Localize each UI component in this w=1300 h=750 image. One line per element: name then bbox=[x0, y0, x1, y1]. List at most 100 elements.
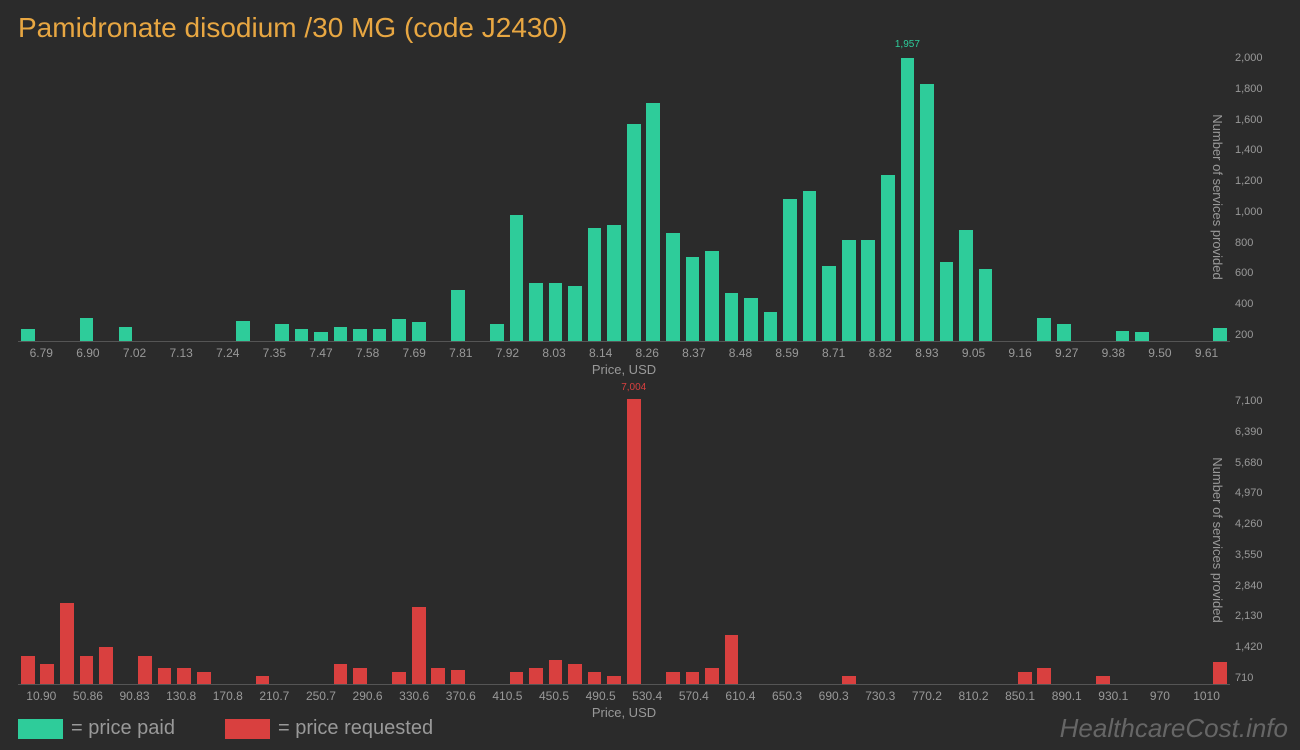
x-tick: 7.24 bbox=[204, 346, 251, 360]
x-tick: 850.1 bbox=[997, 689, 1044, 703]
bar bbox=[1213, 662, 1227, 684]
x-tick: 9.27 bbox=[1043, 346, 1090, 360]
bar-slot bbox=[389, 52, 409, 341]
bar-slot bbox=[448, 395, 468, 684]
bar-slot bbox=[976, 395, 996, 684]
bar bbox=[705, 251, 719, 341]
bar-slot bbox=[663, 395, 683, 684]
x-tick: 7.02 bbox=[111, 346, 158, 360]
bar bbox=[80, 656, 94, 684]
y-tick: 1,800 bbox=[1235, 83, 1280, 95]
x-tick: 8.48 bbox=[717, 346, 764, 360]
bar bbox=[744, 298, 758, 341]
bar-slot bbox=[18, 52, 38, 341]
bar-slot bbox=[135, 52, 155, 341]
bar bbox=[1135, 332, 1149, 341]
bar-slot bbox=[644, 52, 664, 341]
bar-slot bbox=[428, 395, 448, 684]
bar-slot bbox=[507, 395, 527, 684]
bar bbox=[959, 230, 973, 341]
bar-slot bbox=[1191, 395, 1211, 684]
x-tick: 8.03 bbox=[531, 346, 578, 360]
bar-slot bbox=[370, 395, 390, 684]
peak-label: 1,957 bbox=[895, 39, 920, 50]
x-tick: 8.71 bbox=[810, 346, 857, 360]
bar bbox=[99, 647, 113, 684]
bar-slot bbox=[311, 52, 331, 341]
bar-slot bbox=[38, 395, 58, 684]
peak-label: 7,004 bbox=[621, 382, 646, 393]
bar-slot bbox=[565, 52, 585, 341]
bar-slot bbox=[526, 395, 546, 684]
bar bbox=[666, 672, 680, 684]
x-tick: 610.4 bbox=[717, 689, 764, 703]
bar-slot bbox=[1093, 52, 1113, 341]
x-tick: 8.93 bbox=[904, 346, 951, 360]
bar bbox=[353, 668, 367, 684]
bar-slot bbox=[468, 395, 488, 684]
bar bbox=[256, 676, 270, 684]
bar-slot bbox=[819, 52, 839, 341]
bar bbox=[21, 656, 35, 684]
x-tick: 9.38 bbox=[1090, 346, 1137, 360]
bar bbox=[21, 329, 35, 341]
bar-slot bbox=[350, 395, 370, 684]
bar-slot bbox=[409, 395, 429, 684]
bar-slot bbox=[644, 395, 664, 684]
bar bbox=[138, 656, 152, 684]
bar-slot bbox=[859, 52, 879, 341]
bar-slot: 1,957 bbox=[898, 52, 918, 341]
x-tick: 1010 bbox=[1183, 689, 1230, 703]
x-tick: 9.05 bbox=[950, 346, 997, 360]
bar bbox=[40, 664, 54, 684]
x-tick: 7.35 bbox=[251, 346, 298, 360]
bar-slot bbox=[761, 52, 781, 341]
y-tick: 4,260 bbox=[1235, 518, 1280, 530]
bar bbox=[431, 668, 445, 684]
bar-slot bbox=[839, 395, 859, 684]
bar-slot bbox=[604, 52, 624, 341]
bar-slot bbox=[116, 395, 136, 684]
y-tick: 600 bbox=[1235, 267, 1280, 279]
bar-slot bbox=[1054, 395, 1074, 684]
bar-slot bbox=[1034, 52, 1054, 341]
legend-swatch-requested bbox=[225, 719, 270, 739]
x-tick: 970 bbox=[1137, 689, 1184, 703]
price-paid-x-label: Price, USD bbox=[18, 362, 1230, 377]
legend-swatch-paid bbox=[18, 719, 63, 739]
bar-slot bbox=[898, 395, 918, 684]
y-tick: 1,600 bbox=[1235, 114, 1280, 126]
bar bbox=[60, 603, 74, 684]
bar-slot bbox=[389, 395, 409, 684]
legend-item-paid: = price paid bbox=[18, 717, 175, 740]
bar bbox=[334, 327, 348, 341]
bar-slot bbox=[272, 395, 292, 684]
bar bbox=[177, 668, 191, 684]
bar-slot bbox=[194, 395, 214, 684]
bar-slot bbox=[350, 52, 370, 341]
bar-slot bbox=[1093, 395, 1113, 684]
y-tick: 2,840 bbox=[1235, 580, 1280, 592]
bar bbox=[392, 672, 406, 684]
bar bbox=[568, 664, 582, 684]
bar-slot bbox=[57, 52, 77, 341]
bar bbox=[549, 660, 563, 684]
legend-label-requested: = price requested bbox=[278, 717, 433, 740]
x-tick: 650.3 bbox=[764, 689, 811, 703]
bar-slot bbox=[526, 52, 546, 341]
y-tick: 6,390 bbox=[1235, 426, 1280, 438]
bar-slot bbox=[174, 395, 194, 684]
bar-slot bbox=[213, 395, 233, 684]
bar bbox=[1057, 324, 1071, 341]
bar bbox=[803, 191, 817, 341]
x-tick: 290.6 bbox=[344, 689, 391, 703]
bar-slot bbox=[311, 395, 331, 684]
y-tick: 7,100 bbox=[1235, 395, 1280, 407]
bar-slot bbox=[1054, 52, 1074, 341]
bar bbox=[510, 672, 524, 684]
y-tick: 800 bbox=[1235, 237, 1280, 249]
bar bbox=[451, 290, 465, 341]
bar-slot bbox=[546, 395, 566, 684]
bar-slot bbox=[819, 395, 839, 684]
y-tick: 2,130 bbox=[1235, 610, 1280, 622]
